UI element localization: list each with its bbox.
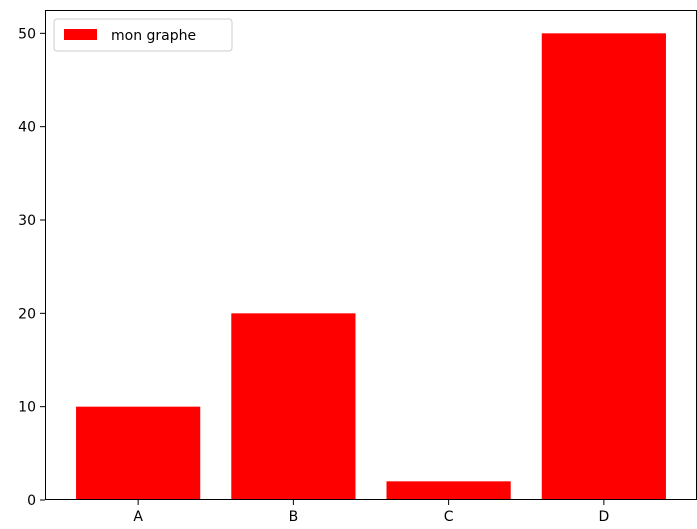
bar-b	[231, 313, 356, 500]
x-tick-label-d: D	[598, 509, 609, 525]
y-tick-label: 10	[18, 400, 36, 416]
x-tick-label-c: C	[444, 509, 454, 525]
legend-label: mon graphe	[111, 28, 196, 44]
legend-frame	[53, 18, 233, 52]
y-tick-label: 20	[18, 306, 36, 322]
bars-layer	[76, 33, 666, 500]
y-tick-label: 40	[18, 120, 36, 136]
bar-d	[541, 33, 666, 500]
y-tick-label: 30	[18, 213, 36, 229]
legend-swatch	[64, 29, 97, 40]
y-tick-label: 50	[18, 26, 36, 42]
x-tick-label-b: B	[289, 509, 299, 525]
legend: mon graphe	[53, 18, 233, 52]
y-tick-label: 0	[27, 493, 36, 509]
ticks-layer: 0 10 20 30 40 50 A B C D	[18, 26, 609, 525]
x-tick-label-a: A	[133, 509, 143, 525]
bar-c	[386, 481, 511, 500]
bar-a	[76, 406, 201, 500]
